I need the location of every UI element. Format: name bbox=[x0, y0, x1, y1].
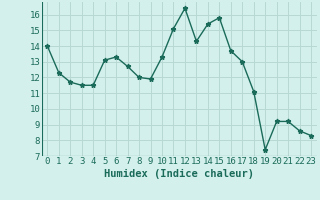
X-axis label: Humidex (Indice chaleur): Humidex (Indice chaleur) bbox=[104, 169, 254, 179]
